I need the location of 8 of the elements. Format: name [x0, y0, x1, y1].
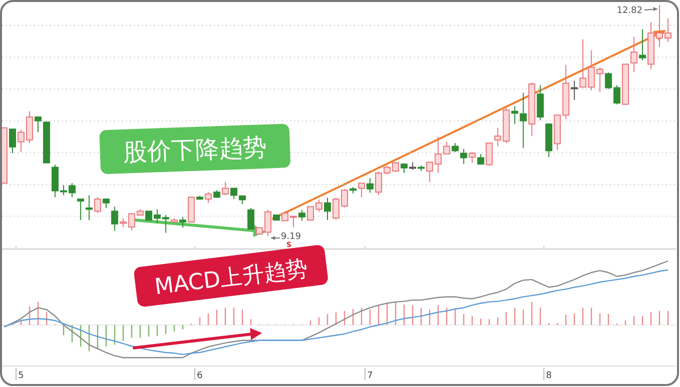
x-tick-label: 6: [196, 371, 203, 381]
x-tick-label: 7: [367, 371, 373, 381]
x-tick-label: 5: [18, 371, 24, 381]
annotation: MACD上升趋势: [153, 256, 310, 300]
annotation: 9.19: [280, 232, 302, 242]
x-tick-label: 8: [546, 371, 552, 381]
annotation: 12.82: [616, 6, 642, 16]
annotation: 股价下降趋势: [122, 133, 268, 166]
